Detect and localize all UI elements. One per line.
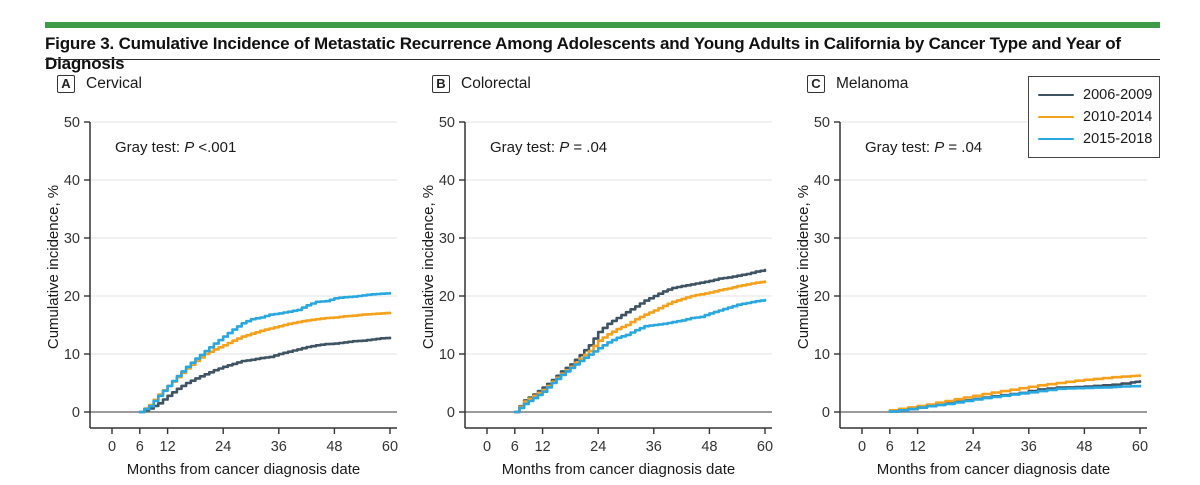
legend-item-2006-2009: 2006-2009 <box>1038 84 1153 106</box>
y-tick-label: 20 <box>439 289 455 305</box>
y-tick-label: 0 <box>447 405 455 421</box>
x-tick-label: 60 <box>1132 439 1148 455</box>
legend-label: 2010-2014 <box>1083 109 1153 125</box>
x-tick-label: 6 <box>511 439 519 455</box>
series-line-2010-2014 <box>513 280 767 414</box>
cervical-plot: 0 10 20 30 40 50 0 6 12 24 36 48 60 Months from cance… <box>45 115 398 478</box>
gray-test-annotation: Gray test: P = .04 <box>490 139 607 156</box>
y-tick-label: 20 <box>814 289 830 305</box>
panel-letter-badge: B <box>432 74 450 93</box>
x-tick-label: 60 <box>382 439 398 455</box>
panel-title: Melanoma <box>836 74 909 92</box>
x-tick-label: 6 <box>886 439 894 455</box>
x-axis-label: Months from cancer diagnosis date <box>877 461 1110 478</box>
panel-header: A Cervical <box>57 74 142 93</box>
series-line-2006-2009 <box>138 336 392 414</box>
x-tick-label: 24 <box>215 439 231 455</box>
gray-test-annotation: Gray test: P <.001 <box>115 139 236 156</box>
panel-letter-badge: C <box>807 74 825 93</box>
line-swatch-2015-2018 <box>1038 137 1074 141</box>
y-tick-label: 40 <box>439 173 455 189</box>
gray-test-annotation: Gray test: P = .04 <box>865 139 982 156</box>
colorectal-plot: 0 10 20 30 40 50 0 6 12 24 36 48 60 Months from cance… <box>420 115 773 478</box>
legend-item-2015-2018: 2015-2018 <box>1038 128 1153 150</box>
x-tick-label: 12 <box>535 439 551 455</box>
panel-letter-badge: A <box>57 74 75 93</box>
y-tick-label: 30 <box>814 231 830 247</box>
y-tick-label: 10 <box>64 347 80 363</box>
series-line-2015-2018 <box>513 298 767 414</box>
y-tick-label: 50 <box>814 115 830 131</box>
line-swatch-2006-2009 <box>1038 93 1074 97</box>
y-tick-label: 0 <box>822 405 830 421</box>
series-line-2010-2014 <box>138 311 392 414</box>
x-tick-label: 12 <box>160 439 176 455</box>
x-axis-label: Months from cancer diagnosis date <box>502 461 735 478</box>
y-tick-label: 0 <box>72 405 80 421</box>
y-axis-label: Cumulative incidence, % <box>45 185 62 349</box>
series-line-2006-2009 <box>513 268 767 414</box>
x-tick-label: 48 <box>326 439 342 455</box>
y-tick-label: 30 <box>439 231 455 247</box>
legend-item-2010-2014: 2010-2014 <box>1038 106 1153 128</box>
x-tick-label: 60 <box>757 439 773 455</box>
y-tick-label: 50 <box>64 115 80 131</box>
x-tick-label: 24 <box>590 439 606 455</box>
panel-melanoma: C Melanoma 0 10 20 30 40 50 0 6 12 24 36 48 60 Months… <box>795 74 1160 485</box>
y-tick-label: 10 <box>814 347 830 363</box>
x-tick-label: 12 <box>910 439 926 455</box>
title-divider <box>45 59 1160 60</box>
x-tick-label: 48 <box>1076 439 1092 455</box>
x-tick-label: 0 <box>108 439 116 455</box>
series-line-2015-2018 <box>888 384 1142 413</box>
legend: 2006-2009 2010-2014 2015-2018 <box>1028 76 1160 158</box>
line-swatch-2010-2014 <box>1038 115 1074 119</box>
panel-header: C Melanoma <box>807 74 908 93</box>
x-tick-label: 0 <box>858 439 866 455</box>
panel-colorectal: B Colorectal 0 10 20 30 40 50 0 6 12 24 36 48 60 Mont… <box>420 74 785 485</box>
y-axis-label: Cumulative incidence, % <box>795 185 812 349</box>
y-tick-label: 30 <box>64 231 80 247</box>
accent-bar <box>45 22 1160 28</box>
panel-header: B Colorectal <box>432 74 531 93</box>
x-tick-label: 36 <box>271 439 287 455</box>
x-tick-label: 24 <box>965 439 981 455</box>
x-axis-label: Months from cancer diagnosis date <box>127 461 360 478</box>
x-tick-label: 0 <box>483 439 491 455</box>
y-tick-label: 40 <box>814 173 830 189</box>
panel-cervical: A Cervical 0 10 20 30 40 50 0 6 12 24 36 48 60 Months… <box>45 74 410 485</box>
x-tick-label: 6 <box>136 439 144 455</box>
x-tick-label: 36 <box>646 439 662 455</box>
y-tick-label: 10 <box>439 347 455 363</box>
series-line-2015-2018 <box>138 291 392 414</box>
figure-title: Figure 3. Cumulative Incidence of Metast… <box>45 34 1121 73</box>
legend-label: 2015-2018 <box>1083 131 1153 147</box>
y-tick-label: 40 <box>64 173 80 189</box>
y-tick-label: 50 <box>439 115 455 131</box>
panel-title: Cervical <box>86 74 142 92</box>
y-axis-label: Cumulative incidence, % <box>420 185 437 349</box>
panel-title: Colorectal <box>461 74 531 92</box>
melanoma-plot: 0 10 20 30 40 50 0 6 12 24 36 48 60 Months from cance… <box>795 115 1148 478</box>
y-tick-label: 20 <box>64 289 80 305</box>
x-tick-label: 48 <box>701 439 717 455</box>
x-tick-label: 36 <box>1021 439 1037 455</box>
legend-label: 2006-2009 <box>1083 87 1153 103</box>
